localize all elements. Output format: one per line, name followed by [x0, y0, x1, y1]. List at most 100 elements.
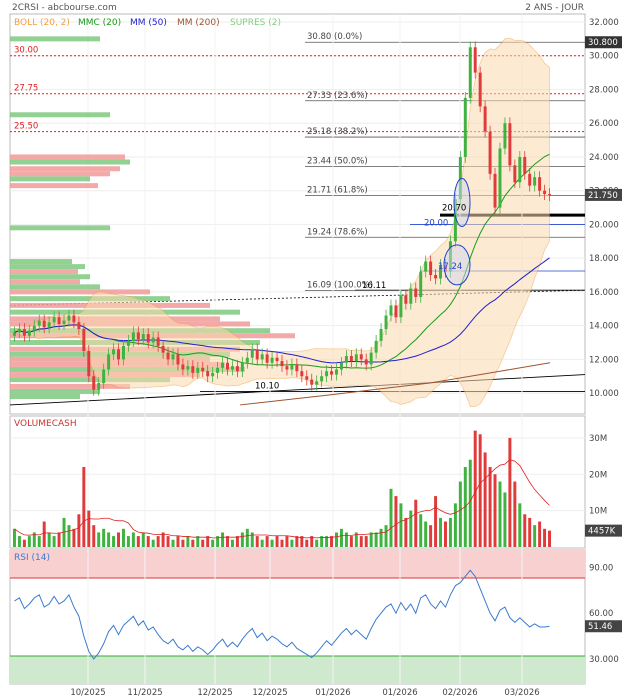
volume-bar	[117, 532, 120, 547]
volume-bar	[473, 430, 477, 547]
candle-body	[305, 376, 309, 380]
volume-bar	[349, 536, 353, 547]
price-tick-label: 14.000	[589, 322, 619, 332]
candle-body	[538, 177, 542, 191]
candle-body	[409, 288, 413, 304]
volume-bar	[483, 452, 487, 547]
candle-body	[468, 47, 472, 98]
candle-body	[533, 177, 537, 186]
volume-bar	[503, 492, 507, 547]
volume-bar	[285, 536, 289, 547]
candle-body	[216, 367, 220, 373]
volume-bar	[181, 539, 185, 547]
candle-body	[131, 332, 135, 341]
volume-bar	[498, 481, 502, 547]
resistance-label: 27.75	[14, 84, 38, 94]
rsi-tag-bg	[585, 620, 622, 633]
candle-body	[473, 47, 477, 73]
candle-body	[503, 123, 507, 149]
volume-bar	[87, 510, 91, 547]
chart-period: 2 ANS - JOUR	[525, 3, 584, 13]
volume-profile-bar	[10, 284, 100, 290]
volume-bar	[265, 536, 269, 547]
volume-bar	[379, 528, 383, 547]
volume-profile-bar	[10, 383, 130, 389]
volume-bar	[161, 532, 165, 547]
volume-bar	[131, 532, 135, 547]
rsi-tick-label: 30.000	[589, 655, 619, 665]
candle-body	[211, 372, 215, 377]
candle-body	[315, 381, 319, 385]
candle-body	[126, 340, 130, 346]
volume-tag-bg	[585, 524, 622, 537]
candle-body	[424, 261, 428, 272]
volume-bar	[409, 510, 413, 547]
volume-tick-label: 30M	[589, 434, 607, 444]
price-tick-label: 10.000	[589, 389, 619, 399]
volume-bar	[230, 539, 234, 547]
volume-tag: 4457K	[588, 527, 616, 537]
candle-body	[226, 362, 229, 370]
candle-body	[240, 362, 244, 372]
volume-profile-bar	[10, 274, 90, 280]
candle-body	[57, 317, 61, 324]
x-tick-label: 02/2026	[442, 688, 477, 698]
annotation-ellipse-lower	[443, 244, 471, 286]
price-tick-label: 20.000	[589, 220, 619, 230]
volume-bar	[186, 536, 190, 547]
volume-bar	[548, 530, 552, 547]
fibonacci-label: 19.24 (78.6%)	[307, 227, 368, 237]
candle-body	[146, 334, 150, 343]
candle-body	[97, 383, 101, 390]
volume-bar	[112, 536, 116, 547]
volume-bar	[300, 536, 304, 547]
candle-body	[379, 329, 383, 341]
volume-profile-bar	[10, 171, 110, 177]
volume-bar	[335, 532, 338, 547]
candle-body	[235, 366, 239, 372]
candle-body	[325, 371, 329, 377]
legend-mm50: MM (50)	[130, 18, 167, 28]
x-tick-label: 12/2025	[252, 688, 287, 698]
volume-bar	[275, 536, 279, 547]
volume-bar	[444, 521, 447, 547]
volume-bar	[389, 488, 393, 547]
mm50-line	[14, 257, 550, 364]
x-tick-label: 11/2025	[127, 688, 162, 698]
volume-profile-bar	[10, 166, 120, 172]
volume-bar	[82, 467, 86, 547]
candle-body	[275, 357, 279, 362]
volume-bar	[468, 459, 472, 547]
volume-bar	[191, 539, 195, 547]
volume-bar	[478, 434, 482, 547]
volume-bar	[72, 528, 76, 547]
volume-bar	[533, 525, 537, 547]
volume-bar	[27, 536, 31, 547]
volume-profile-bar	[10, 112, 110, 118]
volume-bar	[121, 528, 125, 547]
x-tick-label: 03/2026	[504, 688, 539, 698]
candle-body	[399, 295, 403, 318]
volume-bar	[543, 528, 547, 547]
candle-body	[156, 337, 160, 346]
candle-body	[463, 97, 467, 157]
volume-bar	[320, 536, 324, 547]
volume-profile-bar	[10, 154, 125, 160]
price-tick-label: 18.000	[589, 254, 619, 264]
volume-bar	[206, 536, 210, 547]
last-price-tag-bg	[585, 188, 622, 201]
fibonacci-label: 30.80 (0.0%)	[307, 32, 362, 42]
candle-body	[92, 376, 96, 390]
volume-bar	[216, 536, 220, 547]
volume-bar	[404, 517, 408, 547]
candle-body	[17, 329, 21, 333]
volume-bar	[47, 532, 51, 547]
volume-bar	[528, 517, 532, 547]
candle-body	[230, 366, 234, 370]
volume-panel-label: VOLUMECASH	[14, 419, 77, 429]
candle-body	[364, 359, 368, 365]
candle-body	[270, 357, 274, 363]
volume-bar	[240, 532, 244, 547]
candle-body	[107, 354, 111, 370]
candle-body	[280, 361, 284, 367]
